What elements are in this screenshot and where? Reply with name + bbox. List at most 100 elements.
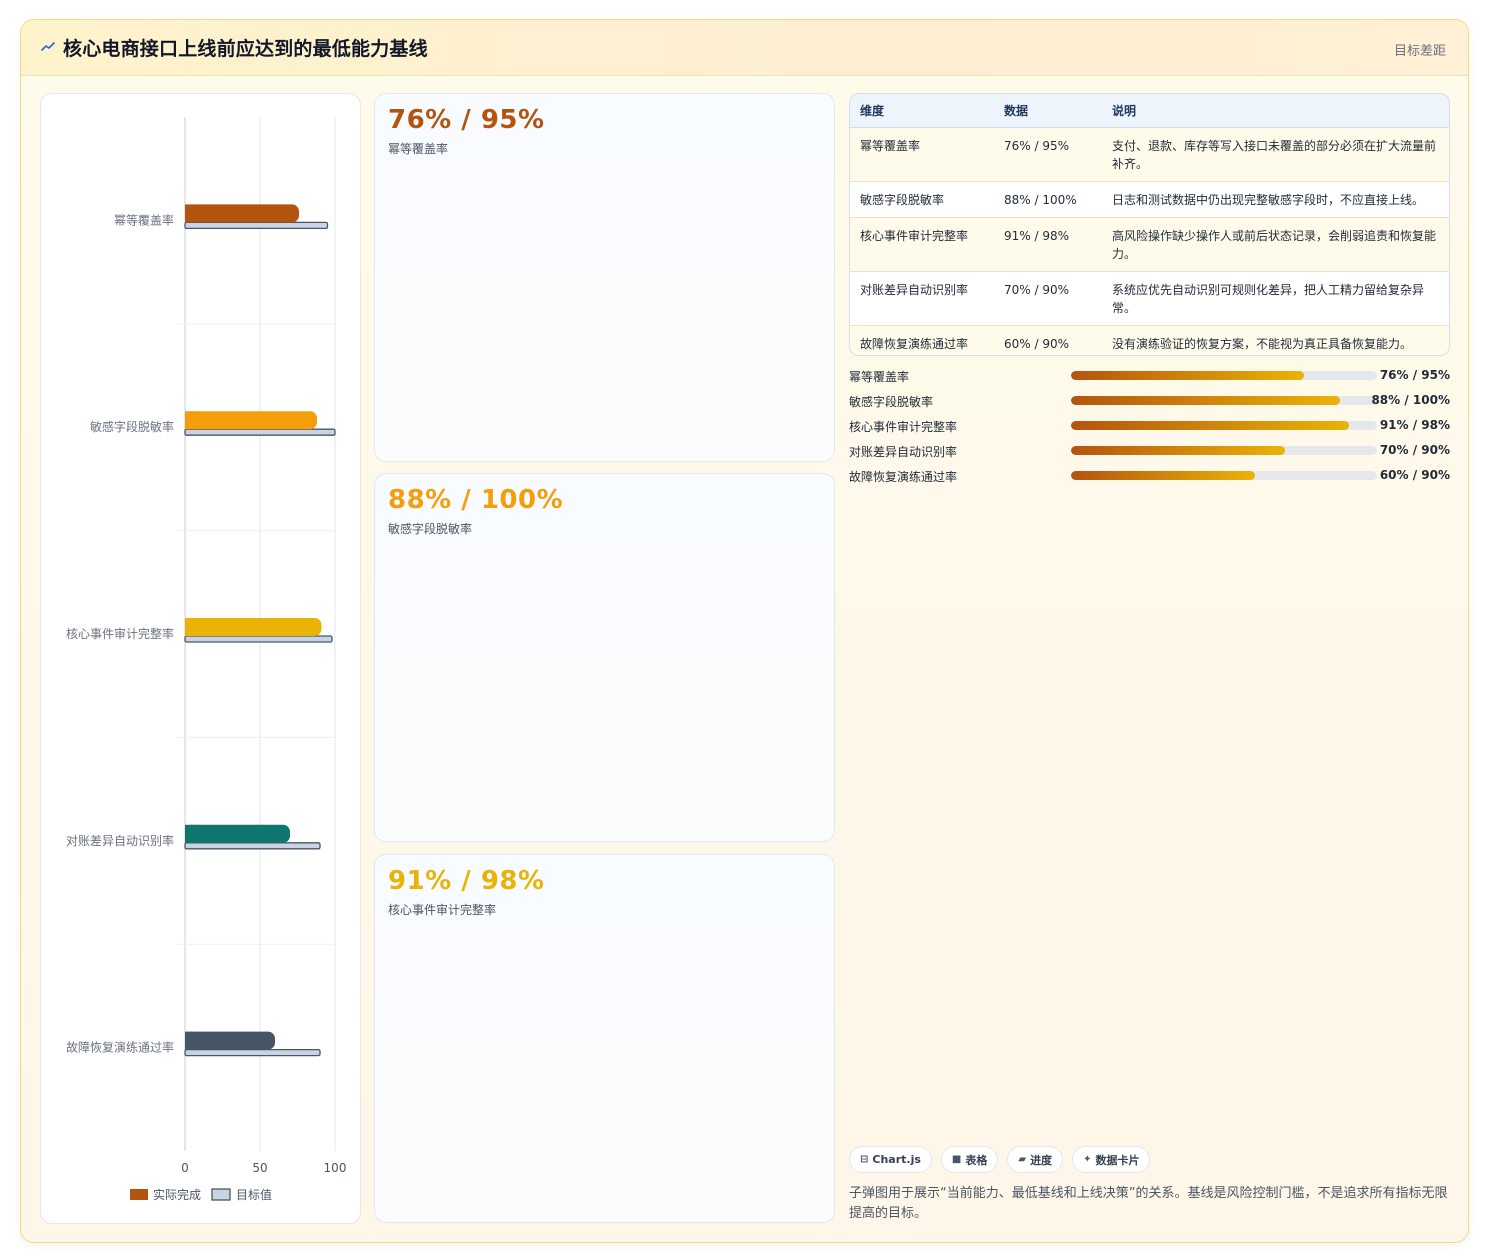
progress-track — [1071, 471, 1377, 480]
metric-card: 76% / 95% 幂等覆盖率 — [374, 93, 835, 462]
actual-bar-edge — [185, 618, 193, 636]
metric-value: 91% / 98% — [388, 866, 545, 896]
x-tick-label: 50 — [252, 1161, 267, 1175]
table-cell: 高风险操作缺少操作人或前后状态记录，会削弱追责和恢复能力。 — [1102, 217, 1449, 272]
progress-row: 幂等覆盖率 76% / 95% — [849, 367, 1450, 392]
progress-label: 对账差异自动识别率 — [849, 445, 958, 459]
progress-fill — [1071, 446, 1286, 455]
target-bar — [184, 221, 329, 230]
table-cell: 系统应优先自动识别可规则化差异，把人工精力留给复杂异常。 — [1102, 271, 1449, 326]
table-cell: 88% / 100% — [994, 181, 1102, 218]
progress-list: 幂等覆盖率 76% / 95% 敏感字段脱敏率 88% / 100% 核心事件审… — [849, 367, 1450, 492]
table-cell: 60% / 90% — [994, 325, 1102, 355]
metric-value: 76% / 95% — [388, 105, 545, 135]
progress-fill — [1071, 421, 1350, 430]
header: 核心电商接口上线前应达到的最低能力基线 目标差距 — [21, 20, 1468, 76]
metric-card: 88% / 100% 敏感字段脱敏率 — [374, 473, 835, 842]
legend-swatch-actual — [130, 1189, 148, 1200]
bullet-chart: 0 50 100 幂等覆盖率敏感字段脱敏率核心事件审计完整率对账差异自动识别率故障恢复… — [66, 117, 346, 1202]
metric-label: 幂等覆盖率 — [388, 142, 449, 156]
x-tick-label: 0 — [181, 1161, 189, 1175]
table-cell: 核心事件审计完整率 — [850, 217, 994, 272]
actual-bar — [185, 411, 317, 430]
progress-label: 敏感字段脱敏率 — [849, 395, 934, 409]
category-label: 敏感字段脱敏率 — [90, 419, 174, 434]
table-row: 故障恢复演练通过率 60% / 90% 没有演练验证的恢复方案，不能视为真正具备… — [850, 325, 1449, 355]
table-header-cell: 数据 — [994, 94, 1102, 128]
progress-track — [1071, 396, 1377, 405]
table-cell: 幂等覆盖率 — [850, 127, 994, 182]
progress-track — [1071, 371, 1377, 380]
page-title: 核心电商接口上线前应达到的最低能力基线 — [63, 38, 428, 60]
progress-fill — [1071, 396, 1341, 405]
legend-label-actual: 实际完成 — [153, 1187, 201, 1202]
legend-label-target: 目标值 — [236, 1187, 272, 1202]
target-bar — [184, 1048, 321, 1057]
chip-table[interactable]: ■ 表格 — [940, 1146, 999, 1173]
progress-track — [1071, 421, 1377, 430]
chip-data-card[interactable]: ✦ 数据卡片 — [1072, 1146, 1151, 1173]
table-cell: 76% / 95% — [994, 127, 1102, 182]
progress-row: 敏感字段脱敏率 88% / 100% — [849, 392, 1450, 417]
category-label: 核心事件审计完整率 — [66, 626, 174, 641]
actual-bar-edge — [185, 824, 193, 843]
header-tag: 目标差距 — [1393, 44, 1446, 59]
table-row: 对账差异自动识别率 70% / 90% 系统应优先自动识别可规则化差异，把人工精… — [850, 271, 1449, 326]
table-row: 核心事件审计完整率 91% / 98% 高风险操作缺少操作人或前后状态记录，会削… — [850, 217, 1449, 272]
category-label: 对账差异自动识别率 — [66, 833, 174, 848]
target-bar — [184, 842, 321, 850]
progress-track — [1071, 446, 1377, 455]
metric-card: 91% / 98% 核心事件审计完整率 — [374, 854, 835, 1223]
table-cell: 敏感字段脱敏率 — [850, 181, 994, 218]
progress-fill — [1071, 471, 1255, 480]
table-row: 敏感字段脱敏率 88% / 100% 日志和测试数据中仍出现完整敏感字段时，不应… — [850, 181, 1449, 218]
chip-label: 进度 — [1030, 1153, 1053, 1167]
table-cell: 支付、退款、库存等写入接口未覆盖的部分必须在扩大流量前补齐。 — [1102, 127, 1449, 182]
legend-swatch-target — [211, 1188, 231, 1201]
progress-label: 故障恢复演练通过率 — [849, 470, 958, 484]
actual-bar — [185, 618, 322, 636]
chip-label: Chart.js — [872, 1153, 921, 1166]
chart-note: 子弹图用于展示“当前能力、最低基线和上线决策”的关系。基线是风险控制门槛，不是追… — [849, 1186, 1448, 1221]
actual-bar-edge — [185, 1031, 193, 1050]
progress-value: 88% / 100% — [1371, 393, 1450, 407]
chart-icon: ⊟ — [860, 1154, 869, 1165]
table-cell: 故障恢复演练通过率 — [850, 325, 994, 355]
trend-icon — [41, 42, 55, 51]
actual-bar — [185, 824, 290, 843]
chip-chartjs[interactable]: ⊟ Chart.js — [849, 1146, 932, 1173]
category-label: 幂等覆盖率 — [114, 212, 174, 227]
progress-label: 核心事件审计完整率 — [849, 420, 958, 434]
table-cell: 日志和测试数据中仍出现完整敏感字段时，不应直接上线。 — [1102, 181, 1449, 218]
metric-value: 88% / 100% — [388, 485, 564, 515]
table-header-cell: 说明 — [1102, 94, 1449, 128]
progress-value: 91% / 98% — [1379, 418, 1450, 432]
bullet-chart-card: 0 50 100 幂等覆盖率 敏感字段脱敏率 核心事件审计完整率 对账差异自动识别率 故障恢复… — [40, 93, 361, 1224]
table-header-row: 维度 数据 说明 — [850, 94, 1449, 128]
sparkle-icon: ✦ — [1083, 1154, 1092, 1165]
data-table: 维度 数据 说明 幂等覆盖率 76% / 95% 支付、退款、库存等写入接口未覆… — [849, 93, 1450, 356]
target-bar — [184, 428, 336, 436]
progress-row: 对账差异自动识别率 70% / 90% — [849, 442, 1450, 467]
actual-bar — [185, 1031, 275, 1050]
chip-label: 表格 — [965, 1153, 988, 1167]
chip-progress[interactable]: ▰ 进度 — [1007, 1146, 1064, 1173]
actual-bar — [185, 204, 299, 223]
table-cell: 对账差异自动识别率 — [850, 271, 994, 326]
progress-icon: ▰ — [1018, 1154, 1027, 1165]
progress-row: 核心事件审计完整率 91% / 98% — [849, 417, 1450, 442]
table-cell: 70% / 90% — [994, 271, 1102, 326]
chip-label: 数据卡片 — [1095, 1153, 1140, 1167]
actual-bar-edge — [185, 411, 193, 430]
table-cell: 没有演练验证的恢复方案，不能视为真正具备恢复能力。 — [1102, 325, 1449, 355]
category-label: 故障恢复演练通过率 — [66, 1040, 174, 1055]
metric-label: 核心事件审计完整率 — [388, 903, 497, 917]
table-cell: 91% / 98% — [994, 217, 1102, 272]
metric-label: 敏感字段脱敏率 — [388, 522, 473, 536]
actual-bar-edge — [185, 204, 193, 223]
table-icon: ■ — [951, 1154, 962, 1165]
progress-row: 故障恢复演练通过率 60% / 90% — [849, 467, 1450, 492]
progress-label: 幂等覆盖率 — [849, 370, 910, 384]
target-bar — [184, 635, 333, 643]
dashboard-panel: 核心电商接口上线前应达到的最低能力基线 目标差距 0 50 100 幂等覆盖率 敏感字段… — [20, 19, 1469, 1243]
